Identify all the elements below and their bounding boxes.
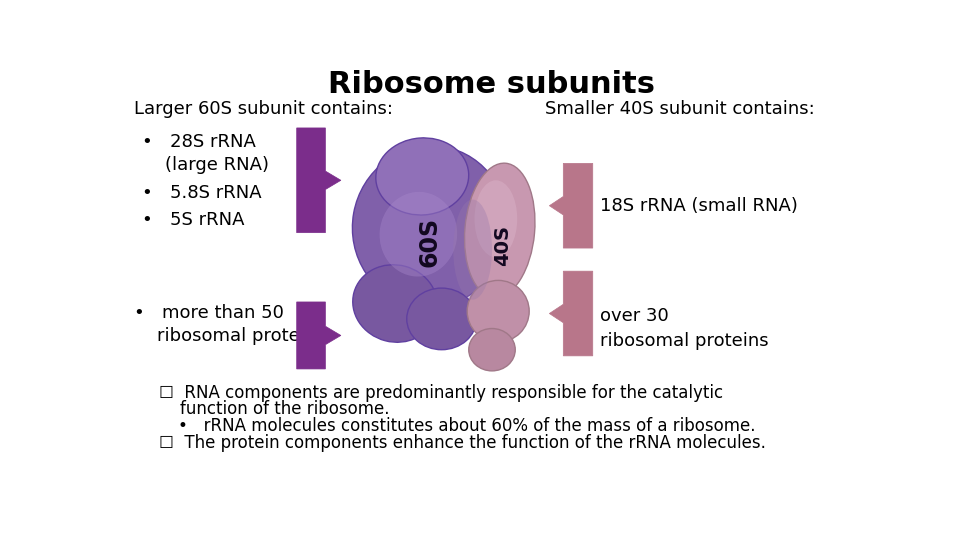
Ellipse shape (375, 138, 468, 215)
Text: 60S: 60S (418, 217, 442, 267)
Ellipse shape (468, 328, 516, 371)
Text: ☐  RNA components are predominantly responsible for the catalytic: ☐ RNA components are predominantly respo… (158, 384, 723, 402)
Ellipse shape (474, 180, 517, 257)
Ellipse shape (379, 192, 457, 276)
Text: •   5S rRNA: • 5S rRNA (142, 211, 244, 229)
Text: •   28S rRNA
    (large RNA): • 28S rRNA (large RNA) (142, 132, 269, 174)
Text: 40S: 40S (492, 225, 512, 266)
PathPatch shape (549, 164, 592, 248)
PathPatch shape (297, 128, 341, 233)
Text: Larger 60S subunit contains:: Larger 60S subunit contains: (134, 100, 393, 118)
Ellipse shape (352, 265, 438, 342)
Ellipse shape (352, 146, 508, 307)
Text: Ribosome subunits: Ribosome subunits (328, 70, 656, 98)
Text: 18S rRNA (small RNA): 18S rRNA (small RNA) (601, 197, 799, 215)
Text: •   rRNA molecules constitutes about 60% of the mass of a ribosome.: • rRNA molecules constitutes about 60% o… (179, 417, 756, 435)
Text: function of the ribosome.: function of the ribosome. (158, 400, 389, 418)
Text: •   more than 50
    ribosomal proteins: • more than 50 ribosomal proteins (134, 303, 325, 345)
Ellipse shape (468, 280, 529, 342)
Ellipse shape (453, 200, 492, 300)
Text: over 30
ribosomal proteins: over 30 ribosomal proteins (601, 307, 769, 350)
PathPatch shape (549, 271, 592, 356)
Ellipse shape (465, 163, 535, 298)
Text: ☐  The protein components enhance the function of the rRNA molecules.: ☐ The protein components enhance the fun… (158, 434, 766, 453)
Text: •   5.8S rRNA: • 5.8S rRNA (142, 184, 261, 202)
Text: Smaller 40S subunit contains:: Smaller 40S subunit contains: (544, 100, 814, 118)
PathPatch shape (297, 302, 341, 369)
Ellipse shape (407, 288, 476, 350)
